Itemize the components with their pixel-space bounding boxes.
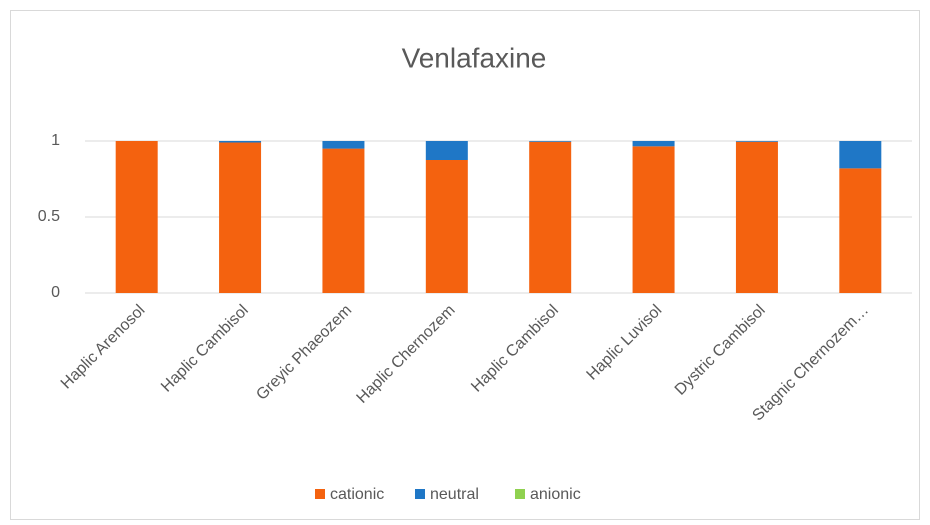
bar-segment [219, 141, 262, 143]
y-tick-label: 0 [51, 284, 60, 301]
legend-label: neutral [430, 486, 479, 503]
legend-swatch [315, 489, 325, 499]
bar-segment [425, 160, 468, 293]
legend-label: cationic [330, 486, 384, 503]
legend-swatch [415, 489, 425, 499]
bar-segment [322, 148, 365, 293]
bar-segment [632, 141, 675, 147]
bar-segment [632, 146, 675, 293]
bar-segment [425, 141, 468, 160]
bar-segment [322, 141, 365, 149]
y-tick-label: 0.5 [38, 208, 60, 225]
bar-segment [735, 141, 778, 293]
legend-label: anionic [530, 486, 581, 503]
chart-title: Venlafaxine [402, 42, 547, 73]
bar-segment [529, 141, 572, 293]
legend-swatch [515, 489, 525, 499]
bar-segment [115, 141, 158, 293]
bar-segment [839, 141, 882, 169]
bar-segment [735, 141, 778, 142]
bar-segment [529, 141, 572, 142]
bar-segment [219, 142, 262, 293]
y-tick-label: 1 [51, 132, 60, 149]
bar-segment [839, 168, 882, 293]
